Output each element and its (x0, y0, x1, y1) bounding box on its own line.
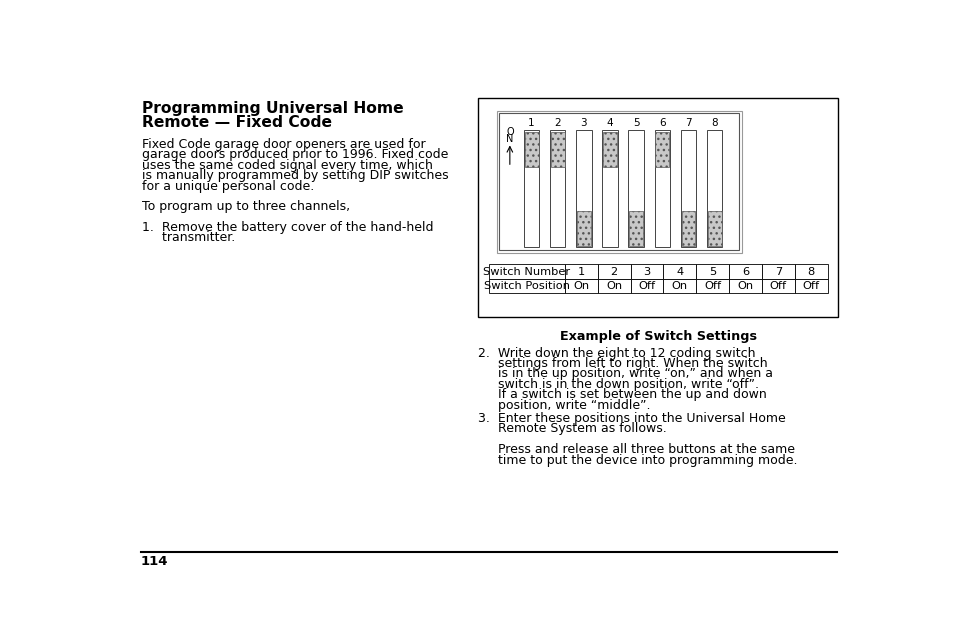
Text: time to put the device into programming mode.: time to put the device into programming … (477, 453, 797, 467)
Bar (550, 132, 564, 167)
Text: Fixed Code garage door openers are used for: Fixed Code garage door openers are used … (142, 138, 426, 151)
Text: Off: Off (638, 281, 655, 291)
Text: O: O (505, 127, 513, 137)
Bar (680, 130, 696, 247)
Bar (564, 279, 598, 293)
Text: On: On (605, 281, 621, 291)
Text: 114: 114 (141, 555, 169, 568)
Text: On: On (671, 281, 687, 291)
Text: garage doors produced prior to 1996. Fixed code: garage doors produced prior to 1996. Fix… (142, 148, 449, 162)
Text: 7: 7 (774, 266, 781, 277)
Bar (524, 132, 537, 167)
Text: N: N (506, 134, 513, 144)
Text: If a switch is set between the up and down: If a switch is set between the up and do… (477, 388, 766, 401)
Text: 1: 1 (528, 118, 535, 128)
Bar (488, 264, 564, 279)
Bar (628, 130, 643, 247)
Text: uses the same coded signal every time, which: uses the same coded signal every time, w… (142, 159, 433, 172)
Bar (549, 130, 565, 247)
Text: position, write “middle”.: position, write “middle”. (477, 399, 650, 411)
Bar (498, 113, 739, 251)
Bar (706, 130, 721, 247)
Text: To program up to three channels,: To program up to three channels, (142, 200, 351, 213)
Bar (598, 279, 630, 293)
Text: 7: 7 (684, 118, 691, 128)
Bar (577, 211, 590, 245)
Text: 2: 2 (554, 118, 560, 128)
Bar (497, 111, 740, 252)
Bar (576, 130, 591, 247)
Bar (728, 279, 761, 293)
Bar (662, 264, 696, 279)
Text: Programming Universal Home: Programming Universal Home (142, 101, 404, 116)
Text: Off: Off (769, 281, 786, 291)
Text: 1.  Remove the battery cover of the hand-held: 1. Remove the battery cover of the hand-… (142, 221, 434, 234)
Bar (523, 130, 538, 247)
Text: is manually programmed by setting DIP switches: is manually programmed by setting DIP sw… (142, 169, 449, 182)
Text: 3.  Enter these positions into the Universal Home: 3. Enter these positions into the Univer… (477, 412, 785, 425)
Bar (794, 279, 827, 293)
Bar (696, 279, 728, 293)
Text: switch is in the down position, write “off”.: switch is in the down position, write “o… (477, 378, 759, 391)
Bar (728, 264, 761, 279)
Text: On: On (737, 281, 753, 291)
Text: 2.  Write down the eight to 12 coding switch: 2. Write down the eight to 12 coding swi… (477, 347, 755, 359)
Bar (794, 264, 827, 279)
Bar (707, 211, 720, 245)
Text: Remote — Fixed Code: Remote — Fixed Code (142, 115, 333, 130)
Text: 4: 4 (676, 266, 682, 277)
Bar (655, 132, 669, 167)
Text: 1: 1 (578, 266, 584, 277)
Text: settings from left to right. When the switch: settings from left to right. When the sw… (477, 357, 767, 370)
Bar (629, 211, 642, 245)
Bar (761, 264, 794, 279)
Text: On: On (573, 281, 589, 291)
Bar (488, 279, 564, 293)
Text: Remote System as follows.: Remote System as follows. (477, 422, 666, 436)
Bar (601, 130, 618, 247)
Text: Off: Off (703, 281, 720, 291)
Bar (630, 279, 662, 293)
Text: 4: 4 (606, 118, 613, 128)
Bar (630, 264, 662, 279)
Text: 8: 8 (711, 118, 718, 128)
Text: 5: 5 (708, 266, 716, 277)
Bar (602, 132, 617, 167)
Bar (654, 130, 669, 247)
Bar (761, 279, 794, 293)
Bar (564, 264, 598, 279)
Bar (598, 264, 630, 279)
Text: Example of Switch Settings: Example of Switch Settings (559, 329, 756, 343)
Text: Press and release all three buttons at the same: Press and release all three buttons at t… (477, 443, 794, 456)
Bar (680, 211, 695, 245)
Text: Switch Number: Switch Number (483, 266, 570, 277)
Bar (477, 98, 838, 317)
Text: 2: 2 (610, 266, 617, 277)
Text: 3: 3 (642, 266, 650, 277)
Text: is in the up position, write “on,” and when a: is in the up position, write “on,” and w… (477, 368, 772, 380)
Text: 3: 3 (580, 118, 586, 128)
Text: 6: 6 (659, 118, 665, 128)
Text: Off: Off (801, 281, 819, 291)
Text: for a unique personal code.: for a unique personal code. (142, 179, 314, 193)
Text: Switch Position: Switch Position (483, 281, 569, 291)
Text: 6: 6 (741, 266, 748, 277)
Bar (696, 264, 728, 279)
Text: 5: 5 (632, 118, 639, 128)
Bar (662, 279, 696, 293)
Text: 8: 8 (806, 266, 814, 277)
Text: transmitter.: transmitter. (142, 232, 235, 244)
